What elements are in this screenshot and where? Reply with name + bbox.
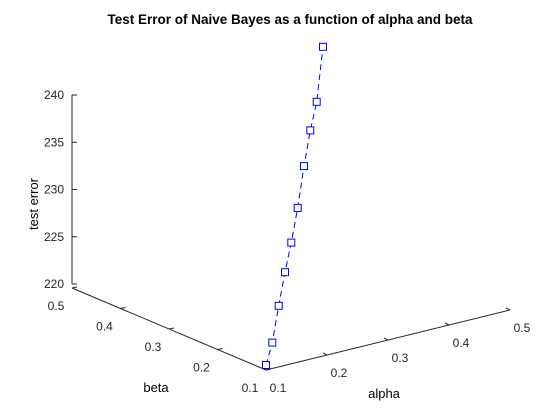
x-tick-mark xyxy=(322,352,328,356)
series-group xyxy=(262,42,327,369)
data-point-marker xyxy=(312,97,321,106)
y-tick-label: 0.3 xyxy=(145,340,162,354)
y-tick-label: 0.2 xyxy=(193,361,210,375)
data-point-marker xyxy=(268,338,277,347)
data-point-marker xyxy=(281,268,289,277)
data-point-marker xyxy=(306,126,315,135)
y-tick-mark xyxy=(168,327,175,330)
data-point-marker xyxy=(262,361,270,369)
x-tick-label: 0.4 xyxy=(453,336,470,350)
y-tick-mark xyxy=(71,286,78,289)
x-tick-mark xyxy=(444,322,450,326)
data-point-marker xyxy=(274,301,283,310)
data-point-marker xyxy=(293,203,302,212)
y-tick-mark xyxy=(120,307,126,309)
y-tick-label: 0.4 xyxy=(96,320,113,334)
z-tick-label: 240 xyxy=(44,88,64,102)
y-tick-mark xyxy=(265,368,272,371)
chart-title: Test Error of Naive Bayes as a function … xyxy=(107,12,473,27)
z-tick-label: 225 xyxy=(44,230,64,244)
x-tick-label: 0.2 xyxy=(331,366,348,380)
z-tick-label: 235 xyxy=(44,135,64,149)
x-axis-label: alpha xyxy=(368,386,401,401)
y-axis-label: beta xyxy=(143,380,169,395)
y-tick-label: 0.1 xyxy=(242,381,259,395)
z-tick-label: 220 xyxy=(44,277,64,291)
z-tick-label: 230 xyxy=(44,183,64,197)
x-tick-label: 0.3 xyxy=(392,351,409,365)
data-point-marker xyxy=(287,238,296,247)
x-tick-label: 0.5 xyxy=(514,321,531,335)
data-point-marker xyxy=(300,162,308,171)
z-axis-label: test error xyxy=(26,177,41,230)
x-tick-mark xyxy=(505,307,511,311)
y-tick-label: 0.5 xyxy=(48,299,65,313)
y-tick-mark xyxy=(217,348,223,350)
axes-group: 0.1 0.2 0.3 0.4 0.5 0.1 0.2 0.3 0.4 0.5 220 225 230 2… xyxy=(44,88,531,395)
data-point-marker xyxy=(319,42,327,51)
x-tick-mark xyxy=(383,337,389,341)
x-tick-label: 0.1 xyxy=(270,381,287,395)
series-line xyxy=(265,46,324,366)
